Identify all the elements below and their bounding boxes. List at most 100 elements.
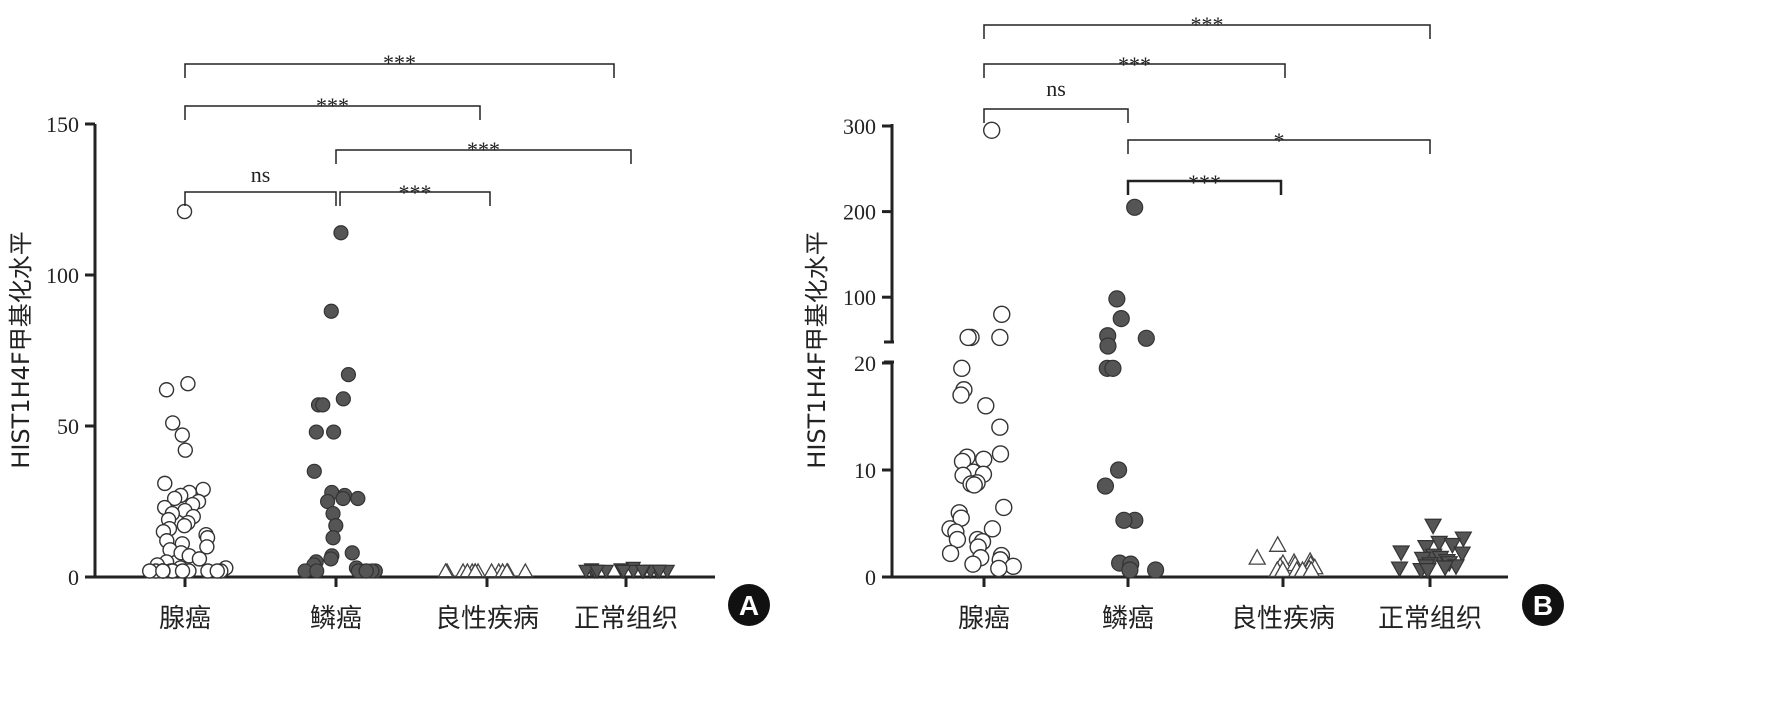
data-point [651, 564, 668, 580]
data-point [991, 328, 1009, 347]
data-point [309, 563, 325, 579]
x-tick-label: 腺癌 [958, 604, 1010, 634]
significance-bracket [1127, 139, 1431, 154]
data-point [517, 562, 534, 578]
data-point [1453, 546, 1472, 563]
data-point [174, 563, 191, 579]
y-tick-label: 50 [57, 414, 79, 439]
significance-label: * [1274, 128, 1285, 153]
data-point [340, 367, 357, 383]
data-point [166, 490, 183, 507]
significance-bracket [1126, 179, 1283, 195]
x-tick-label: 鳞癌 [1102, 604, 1154, 634]
data-point [941, 544, 960, 563]
y-axis-label: HIST1H4F甲基化水平 [803, 231, 831, 468]
data-point [1126, 198, 1144, 216]
y-tick-label: 100 [843, 285, 876, 310]
data-point [323, 303, 339, 319]
panel-letter-badge [728, 584, 770, 626]
data-point [1096, 477, 1115, 495]
data-point [1302, 560, 1321, 578]
panel-A: 0 50 100 150 腺癌 鳞癌 良性疾病 正常组织 HIST1H4F甲基化水平 ns *** *… [7, 50, 770, 634]
data-point [191, 551, 208, 567]
data-point [1112, 310, 1130, 328]
data-point [1147, 561, 1165, 579]
data-point [1104, 359, 1122, 377]
y-tick-label: 100 [46, 263, 79, 288]
data-point [615, 564, 632, 580]
y-tick-label: 20 [854, 351, 876, 376]
data-point [1392, 545, 1411, 562]
x-tick-label: 鳞癌 [310, 604, 362, 634]
data-point [1268, 535, 1287, 552]
data-point [335, 490, 351, 507]
panel-letter: B [1533, 590, 1553, 621]
significance-label: *** [383, 50, 416, 75]
data-point [467, 562, 484, 578]
significance-label: *** [1118, 52, 1151, 77]
data-point [335, 391, 351, 407]
significance-bracket [335, 149, 632, 164]
data-point [155, 563, 171, 579]
data-point [157, 475, 173, 492]
significance-bracket [983, 24, 1431, 39]
data-point [176, 203, 193, 220]
data-point [315, 397, 331, 413]
significance-label: ns [1046, 76, 1066, 101]
data-point [1430, 535, 1449, 552]
data-point [209, 563, 225, 579]
data-point [1443, 537, 1462, 555]
data-point [325, 530, 341, 546]
data-point [1418, 562, 1437, 580]
y-tick-label: 0 [68, 565, 79, 590]
data-point [1436, 560, 1455, 577]
y-tick-label: 300 [843, 114, 876, 139]
panel-letter: A [739, 590, 759, 621]
data-point [991, 418, 1009, 436]
data-point [1099, 337, 1117, 355]
data-point [953, 359, 971, 378]
y-axis-label: HIST1H4F甲基化水平 [7, 231, 35, 468]
panel-letter-badge [1522, 584, 1564, 626]
data-point [982, 121, 1001, 139]
data-point [483, 562, 500, 578]
significance-label: *** [1191, 12, 1224, 37]
data-point [1004, 557, 1022, 575]
data-point [174, 427, 190, 443]
significance-bracket [184, 191, 337, 206]
data-point [634, 564, 651, 580]
x-tick-label: 良性疾病 [1231, 604, 1335, 634]
data-point [306, 463, 322, 479]
data-point [180, 376, 196, 392]
data-point [1416, 540, 1435, 557]
data-point [350, 490, 366, 507]
data-point [177, 442, 194, 458]
data-point [176, 517, 193, 534]
x-tick-label: 正常组织 [1378, 604, 1482, 634]
significance-bracket [983, 63, 1286, 78]
significance-label: ns [251, 162, 271, 187]
x-tick-label: 腺癌 [159, 604, 211, 634]
data-point [1115, 511, 1133, 529]
data-point [141, 563, 158, 579]
data-point [990, 559, 1008, 578]
significance-bracket [339, 191, 491, 206]
data-point [308, 424, 324, 440]
data-point [977, 397, 995, 415]
data-point [1424, 518, 1443, 535]
panel-B: 0 10 20 100 200 300 腺癌 鳞癌 良性疾病 正常组织 HIST1H4F甲基化水平 n… [803, 12, 1564, 634]
data-point [1108, 290, 1126, 308]
data-point [333, 225, 349, 241]
data-point [165, 415, 181, 431]
y-tick-label: 0 [865, 565, 876, 590]
x-tick-label: 良性疾病 [435, 604, 539, 634]
significance-bracket [184, 63, 615, 78]
data-point [1137, 329, 1155, 347]
data-point [965, 476, 983, 494]
data-point [983, 520, 1002, 538]
data-point [1390, 561, 1409, 578]
data-point [578, 564, 595, 580]
data-point [1109, 461, 1128, 479]
data-point [437, 562, 454, 578]
data-point [358, 563, 374, 579]
